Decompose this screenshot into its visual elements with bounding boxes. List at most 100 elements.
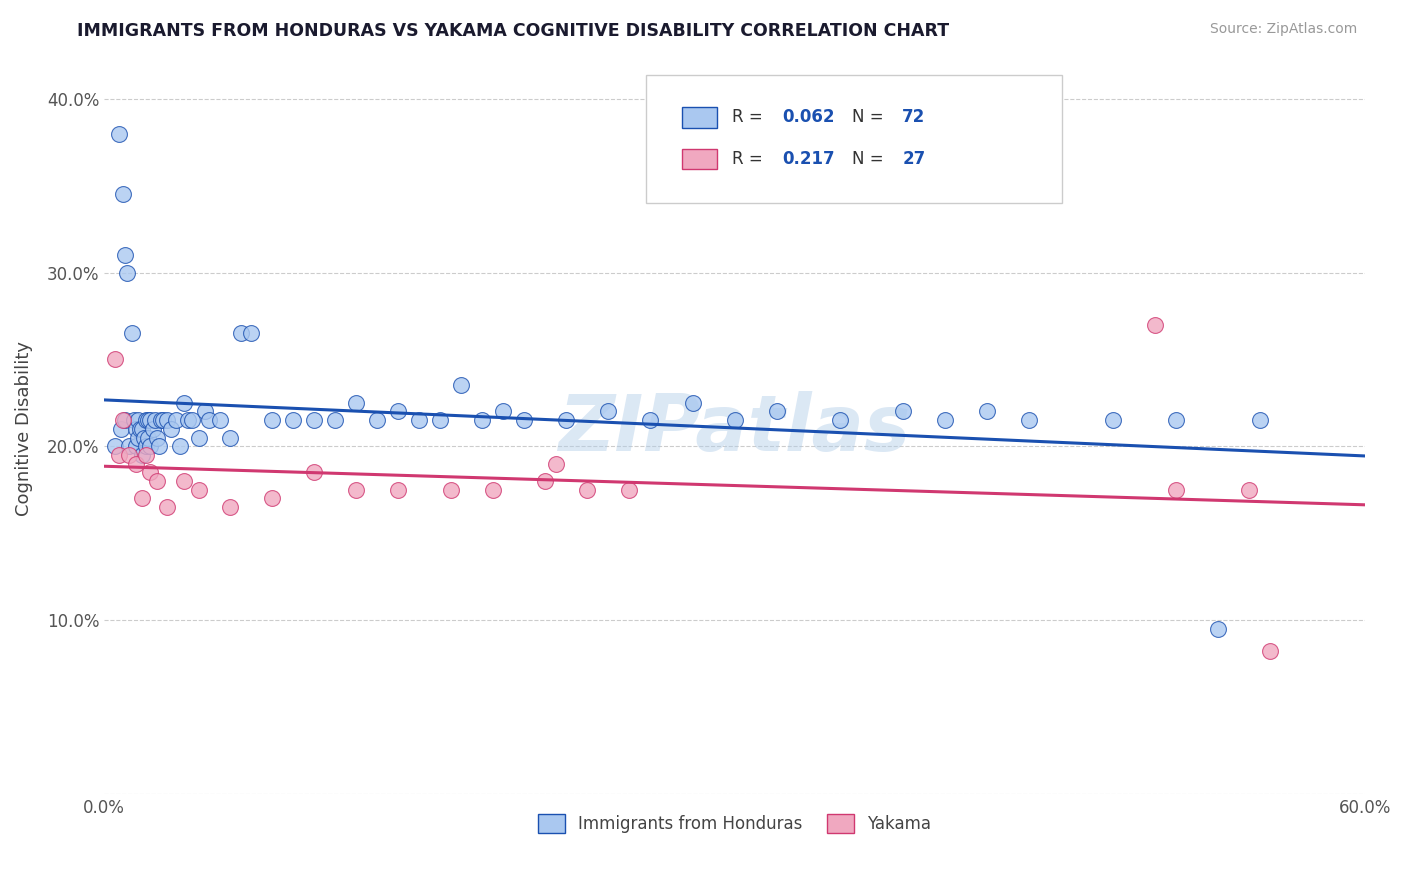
Point xyxy=(138,413,160,427)
Point xyxy=(160,422,183,436)
Text: R =: R = xyxy=(733,108,768,127)
Point xyxy=(555,413,578,427)
Point xyxy=(208,413,231,427)
Point xyxy=(891,404,914,418)
Point xyxy=(125,457,148,471)
Point xyxy=(1206,622,1229,636)
Point xyxy=(125,422,148,436)
Point xyxy=(131,422,153,436)
Point xyxy=(534,474,557,488)
Point xyxy=(1164,413,1187,427)
Point xyxy=(146,474,169,488)
Point xyxy=(131,448,153,462)
FancyBboxPatch shape xyxy=(682,107,717,128)
Point xyxy=(110,422,132,436)
Point xyxy=(131,491,153,506)
Point xyxy=(283,413,305,427)
Point xyxy=(219,500,242,514)
Point xyxy=(1258,644,1281,658)
Point xyxy=(108,448,131,462)
Point xyxy=(934,413,956,427)
Text: 0.217: 0.217 xyxy=(782,150,835,168)
Legend: Immigrants from Honduras, Yakama: Immigrants from Honduras, Yakama xyxy=(531,807,938,840)
Point xyxy=(344,483,367,497)
Y-axis label: Cognitive Disability: Cognitive Disability xyxy=(15,342,32,516)
Point xyxy=(198,413,221,427)
Text: Source: ZipAtlas.com: Source: ZipAtlas.com xyxy=(1209,22,1357,37)
Point xyxy=(194,404,217,418)
Point xyxy=(1018,413,1040,427)
Point xyxy=(127,413,149,427)
Point xyxy=(122,413,145,427)
Point xyxy=(139,413,162,427)
Point xyxy=(149,413,172,427)
Point xyxy=(177,413,200,427)
Point xyxy=(114,413,136,427)
Point xyxy=(134,431,156,445)
Point xyxy=(165,413,187,427)
Point xyxy=(148,439,170,453)
Point xyxy=(135,413,157,427)
Point xyxy=(138,431,160,445)
Point xyxy=(173,396,195,410)
Point xyxy=(492,404,515,418)
Point xyxy=(325,413,347,427)
Point xyxy=(156,500,179,514)
Point xyxy=(262,491,284,506)
Point xyxy=(139,439,162,453)
Point xyxy=(976,404,998,418)
Point xyxy=(104,352,127,367)
Point xyxy=(576,483,599,497)
Point xyxy=(187,483,209,497)
Point xyxy=(104,439,127,453)
Point xyxy=(118,448,141,462)
Point xyxy=(146,431,169,445)
Point xyxy=(112,413,135,427)
Point xyxy=(118,439,141,453)
Point xyxy=(513,413,536,427)
Point xyxy=(544,457,567,471)
Point xyxy=(262,413,284,427)
Point xyxy=(387,483,409,497)
Point xyxy=(135,439,157,453)
Point xyxy=(387,404,409,418)
Point xyxy=(129,422,152,436)
Point xyxy=(429,413,451,427)
Point xyxy=(682,396,704,410)
Text: 0.062: 0.062 xyxy=(782,108,835,127)
Point xyxy=(723,413,745,427)
Text: ZIPatlas: ZIPatlas xyxy=(558,391,911,467)
Point xyxy=(152,413,174,427)
Point xyxy=(471,413,494,427)
Text: N =: N = xyxy=(852,150,889,168)
Point xyxy=(108,127,131,141)
Point xyxy=(156,413,179,427)
Point xyxy=(173,474,195,488)
Point xyxy=(117,266,139,280)
Point xyxy=(240,326,263,341)
FancyBboxPatch shape xyxy=(682,149,717,169)
Point xyxy=(1101,413,1123,427)
Text: 27: 27 xyxy=(903,150,925,168)
Point xyxy=(1239,483,1261,497)
Text: R =: R = xyxy=(733,150,768,168)
Point xyxy=(125,439,148,453)
Point xyxy=(1143,318,1166,332)
Point xyxy=(366,413,388,427)
Point xyxy=(169,439,191,453)
Point xyxy=(1164,483,1187,497)
Point xyxy=(127,431,149,445)
Text: IMMIGRANTS FROM HONDURAS VS YAKAMA COGNITIVE DISABILITY CORRELATION CHART: IMMIGRANTS FROM HONDURAS VS YAKAMA COGNI… xyxy=(77,22,949,40)
Point xyxy=(229,326,252,341)
Point xyxy=(450,378,472,392)
Point xyxy=(142,422,165,436)
Point xyxy=(440,483,463,497)
Point xyxy=(640,413,662,427)
Point xyxy=(408,413,430,427)
Point xyxy=(114,248,136,262)
FancyBboxPatch shape xyxy=(647,75,1063,202)
Text: N =: N = xyxy=(852,108,889,127)
Point xyxy=(135,448,157,462)
Point xyxy=(482,483,505,497)
Point xyxy=(219,431,242,445)
